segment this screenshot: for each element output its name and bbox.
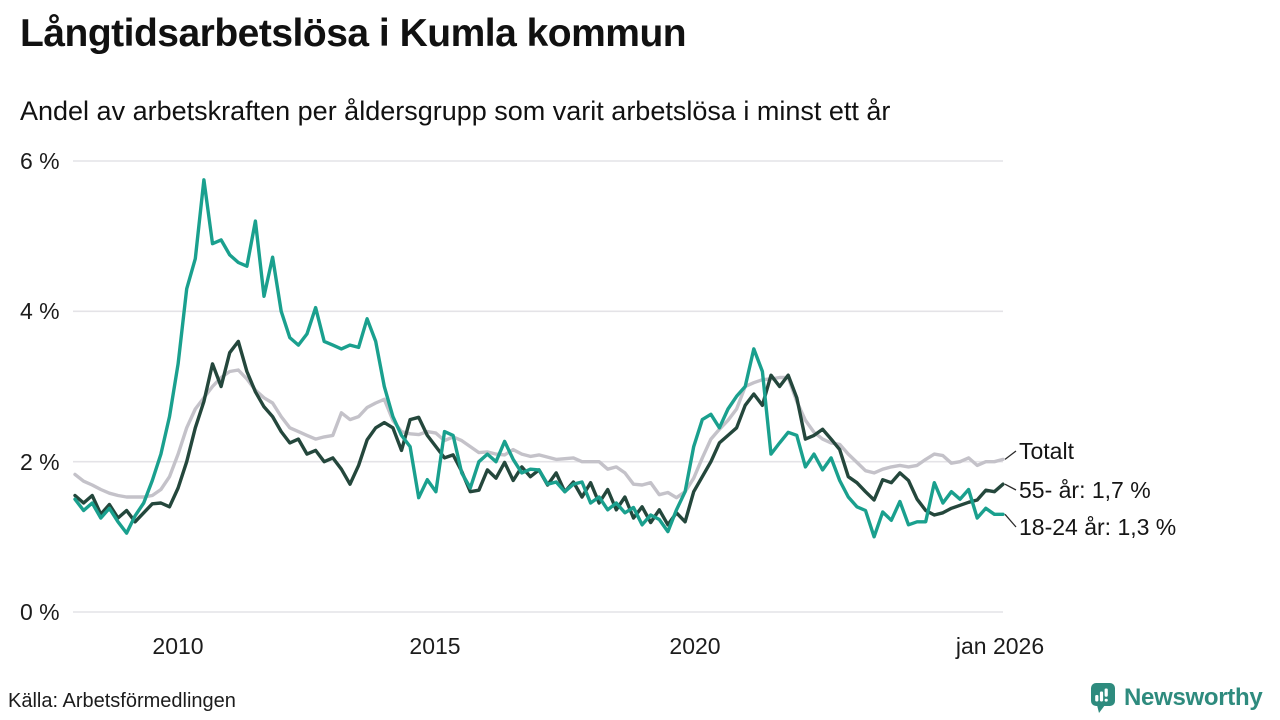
newsworthy-brand: Newsworthy xyxy=(1090,682,1263,714)
newsworthy-logo-text: Newsworthy xyxy=(1124,684,1263,711)
series-line-totalt xyxy=(73,368,1005,500)
x-axis-tick-jan-2026: jan 2026 xyxy=(955,633,1045,659)
source-note: Källa: Arbetsförmedlingen xyxy=(8,690,236,712)
y-axis-tick-0: 0 % xyxy=(20,599,60,625)
series-line-18-24-ar xyxy=(73,178,1005,539)
legend-connector-18-24-ar xyxy=(1004,513,1017,528)
y-axis-tick-2: 2 % xyxy=(20,449,60,475)
legend-connector-55-ar xyxy=(1004,483,1017,491)
chart-title: Långtidsarbetslösa i Kumla kommun xyxy=(20,12,687,55)
chart-subtitle: Andel av arbetskraften per åldersgrupp s… xyxy=(20,96,891,126)
series-line-55-ar xyxy=(73,339,1005,527)
x-axis-tick-2010: 2010 xyxy=(152,633,204,659)
y-axis-tick-4: 4 % xyxy=(20,298,60,324)
legend-label-55-ar: 55- år: 1,7 % xyxy=(1019,477,1151,503)
legend-label-18-24-ar: 18-24 år: 1,3 % xyxy=(1019,514,1177,540)
newsworthy-logo-icon xyxy=(1091,683,1115,713)
y-axis-tick-6: 6 % xyxy=(20,148,60,174)
legend-connector-totalt xyxy=(1004,450,1017,460)
x-axis-tick-2020: 2020 xyxy=(669,633,721,659)
legend-label-totalt: Totalt xyxy=(1019,438,1074,464)
x-axis-tick-2015: 2015 xyxy=(409,633,461,659)
